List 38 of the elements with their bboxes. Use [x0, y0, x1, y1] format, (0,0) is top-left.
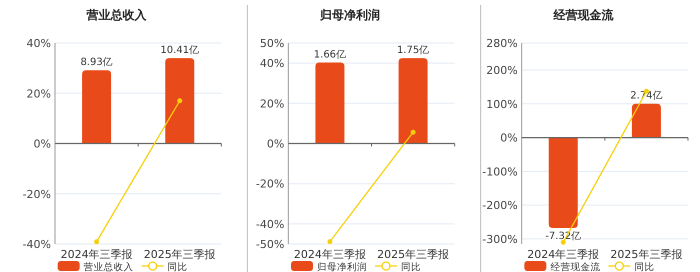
x-tick-label: 2025年三季报 — [144, 248, 216, 261]
y-tick-label: -300% — [482, 232, 518, 246]
x-tick-label: 2024年三季报 — [60, 248, 133, 261]
legend-label: 经营现金流 — [550, 261, 600, 272]
y-tick-label: 100% — [486, 98, 518, 111]
y-tick-label: 0% — [266, 138, 284, 150]
y-tick-label: -200% — [482, 199, 518, 212]
y-tick-label: 20% — [260, 97, 284, 110]
y-tick-label: 40% — [26, 37, 51, 50]
y-tick-label: -100% — [482, 165, 518, 178]
y-tick-label: -20% — [256, 178, 284, 191]
data-label: 10.41亿 — [160, 45, 200, 56]
legend-label: 同比 — [168, 261, 188, 272]
data-label: 1.75亿 — [396, 45, 430, 56]
y-tick-label: 280% — [486, 37, 518, 50]
y-tick-label: 0% — [500, 132, 518, 145]
x-tick-label: 2025年三季报 — [377, 248, 450, 261]
y-tick-label: -40% — [22, 238, 51, 251]
x-tick-label: 2024年三季报 — [294, 248, 366, 261]
y-tick-label: -20% — [22, 188, 51, 201]
legend-label: 同比 — [634, 261, 654, 272]
y-tick-label: 50% — [260, 37, 284, 50]
legend-label: 归母净利润 — [317, 261, 367, 272]
y-tick-label: 200% — [486, 64, 518, 78]
y-tick-label: -50% — [256, 238, 284, 251]
x-tick-label: 2024年三季报 — [527, 248, 600, 261]
chart-title: 归母净利润 — [319, 8, 380, 22]
y-tick-label: 0% — [34, 138, 51, 150]
data-label: 1.66亿 — [314, 49, 346, 60]
legend-label: 营业总收入 — [84, 261, 134, 272]
x-tick-label: 2025年三季报 — [610, 248, 682, 261]
chart-title: 经营现金流 — [552, 8, 614, 22]
legend-label: 同比 — [401, 261, 421, 272]
chart-title: 营业总收入 — [86, 8, 148, 22]
data-label: 8.93亿 — [80, 57, 113, 68]
y-tick-label: 20% — [26, 87, 51, 100]
y-tick-label: 40% — [260, 57, 284, 70]
y-tick-label: -40% — [256, 218, 284, 231]
